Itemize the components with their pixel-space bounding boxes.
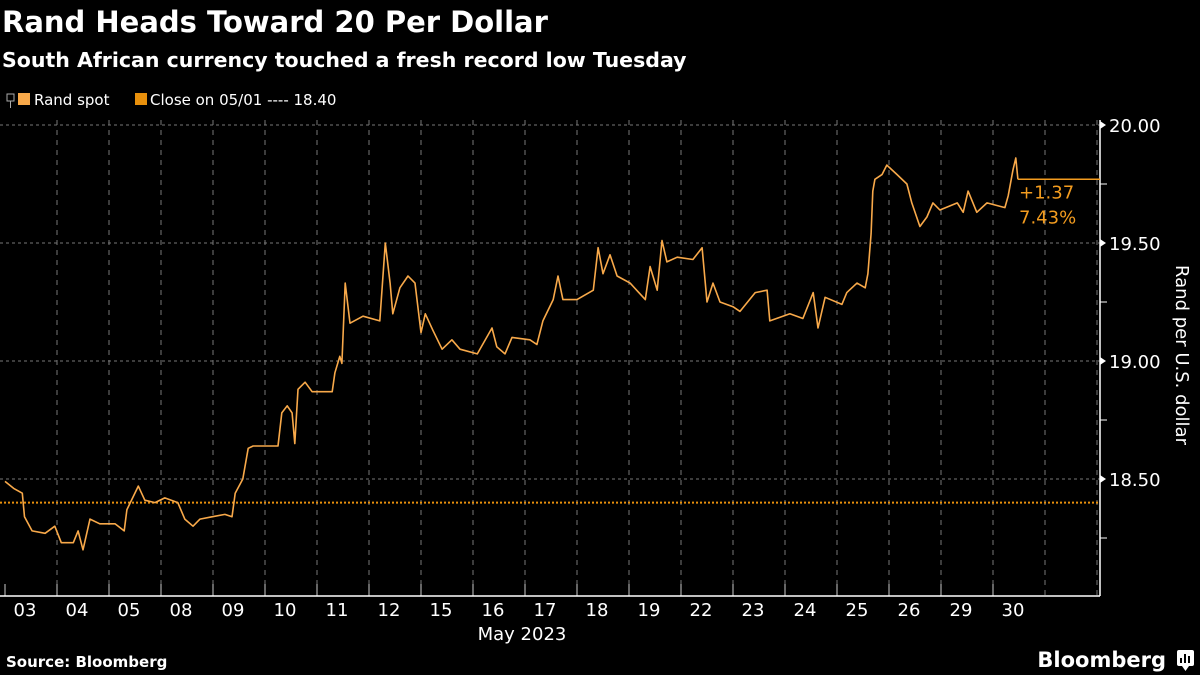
x-tick-label: 08	[170, 600, 193, 621]
x-axis-title: May 2023	[478, 624, 567, 645]
x-tick-label: 16	[482, 600, 505, 621]
legend: Rand spot Close on 05/01 ---- 18.40	[6, 91, 336, 109]
x-tick-label: 10	[274, 600, 297, 621]
bloomberg-logo: Bloomberg	[1037, 648, 1166, 672]
x-tick-label: 11	[326, 600, 349, 621]
x-tick-label: 22	[690, 600, 713, 621]
x-tick-label: 03	[14, 600, 37, 621]
source-note: Source: Bloomberg	[6, 653, 167, 671]
x-tick-label: 09	[222, 600, 245, 621]
x-tick-label: 17	[534, 600, 557, 621]
x-tick-label: 30	[1002, 600, 1025, 621]
y-major-tick	[1100, 239, 1106, 247]
x-tick-label: 26	[898, 600, 921, 621]
legend-swatch-rand-spot	[18, 93, 30, 105]
y-major-tick	[1100, 357, 1106, 365]
x-tick-label: 15	[430, 600, 453, 621]
chart-title: Rand Heads Toward 20 Per Dollar	[2, 5, 549, 39]
x-tick-label: 18	[586, 600, 609, 621]
y-tick-label: 20.00	[1109, 116, 1161, 137]
annotation-percent: 7.43%	[1019, 207, 1076, 228]
y-tick-label: 19.50	[1109, 234, 1161, 255]
x-tick-label: 24	[794, 600, 817, 621]
x-tick-label: 05	[118, 600, 141, 621]
x-tick-label: 25	[846, 600, 869, 621]
x-tick-labels: 03 04 05 08 09 10 11 12 15 16 17 18 19 22 23 24 25 26 29 30	[14, 600, 1025, 621]
bloomberg-chart-icon	[1177, 650, 1194, 671]
y-axis-title: Rand per U.S. dollar	[1171, 265, 1192, 446]
axes	[0, 120, 1107, 597]
y-tick-label: 19.00	[1109, 352, 1161, 373]
x-tick-label: 19	[638, 600, 661, 621]
gridlines	[0, 120, 1100, 596]
legend-label-close: Close on 05/01 ---- 18.40	[150, 91, 336, 109]
y-major-tick	[1100, 121, 1106, 129]
chart-subtitle: South African currency touched a fresh r…	[2, 48, 687, 72]
series-line-rand-spot	[4, 157, 1019, 551]
x-tick-label: 04	[66, 600, 89, 621]
y-major-tick	[1100, 475, 1106, 483]
x-tick-label: 23	[742, 600, 765, 621]
legend-label-rand-spot: Rand spot	[34, 91, 110, 109]
annotation-change: +1.37	[1019, 182, 1074, 203]
y-tick-labels: 20.00 19.50 19.00 18.50	[1109, 116, 1161, 491]
legend-toggle-icon[interactable]	[6, 93, 15, 108]
x-tick-label: 29	[950, 600, 973, 621]
x-tick-label: 12	[378, 600, 401, 621]
y-tick-label: 18.50	[1109, 470, 1161, 491]
legend-swatch-close	[135, 93, 147, 105]
